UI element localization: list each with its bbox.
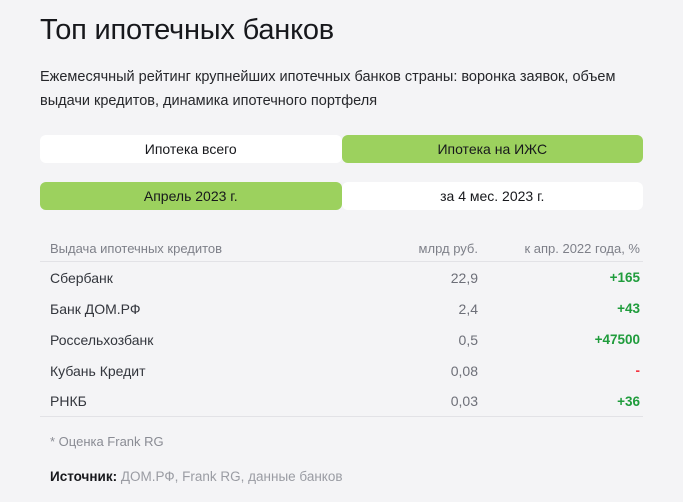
cell-bank-name: РНКБ bbox=[50, 393, 87, 409]
segment-tab-group: Ипотека всего Ипотека на ИЖС bbox=[40, 135, 643, 163]
column-header-name: Выдача ипотечных кредитов bbox=[50, 241, 223, 256]
cell-bank-value: 22,9 bbox=[450, 269, 478, 286]
period-tab-group: Апрель 2023 г. за 4 мес. 2023 г. bbox=[40, 182, 643, 210]
cell-bank-value: 2,4 bbox=[458, 300, 478, 317]
cell-bank-name: Банк ДОМ.РФ bbox=[50, 300, 141, 317]
column-header-value: млрд руб. bbox=[418, 241, 478, 256]
tab-period-april-2023[interactable]: Апрель 2023 г. bbox=[40, 182, 342, 210]
cell-bank-name: Россельхозбанк bbox=[50, 331, 154, 348]
cell-bank-name: Кубань Кредит bbox=[50, 362, 146, 379]
table-row: Банк ДОМ.РФ 2,4 +43 bbox=[40, 293, 643, 324]
tab-period-4months-2023[interactable]: за 4 мес. 2023 г. bbox=[341, 182, 643, 210]
cell-bank-change: - bbox=[635, 363, 641, 378]
banks-table: Выдача ипотечных кредитов млрд руб. к ап… bbox=[40, 236, 643, 417]
cell-bank-change: +47500 bbox=[594, 332, 640, 347]
page-title: Топ ипотечных банков bbox=[40, 14, 335, 46]
source-line: Источник: ДОМ.РФ, Frank RG, данные банко… bbox=[40, 469, 643, 484]
source-label: Источник: bbox=[50, 469, 118, 484]
cell-bank-value: 0,5 bbox=[458, 331, 478, 348]
cell-bank-change: +43 bbox=[617, 301, 640, 316]
table-header-row: Выдача ипотечных кредитов млрд руб. к ап… bbox=[40, 236, 643, 262]
cell-bank-change: +165 bbox=[609, 270, 640, 285]
cell-bank-value: 0,08 bbox=[450, 362, 478, 379]
table-row: РНКБ 0,03 +36 bbox=[40, 386, 643, 417]
source-value: ДОМ.РФ, Frank RG, данные банков bbox=[120, 469, 343, 484]
tab-mortgage-total[interactable]: Ипотека всего bbox=[40, 135, 342, 163]
table-row: Россельхозбанк 0,5 +47500 bbox=[40, 324, 643, 355]
cell-bank-value: 0,03 bbox=[450, 393, 478, 409]
tab-mortgage-izhs[interactable]: Ипотека на ИЖС bbox=[341, 135, 643, 163]
cell-bank-change: +36 bbox=[617, 393, 640, 409]
footnote: * Оценка Frank RG bbox=[50, 434, 164, 449]
column-header-change: к апр. 2022 года, % bbox=[524, 241, 640, 256]
table-row: Кубань Кредит 0,08 - bbox=[40, 355, 643, 386]
cell-bank-name: Сбербанк bbox=[50, 269, 113, 286]
page-subtitle: Ежемесячный рейтинг крупнейших ипотечных… bbox=[40, 69, 616, 109]
table-row: Сбербанк 22,9 +165 bbox=[40, 262, 643, 293]
